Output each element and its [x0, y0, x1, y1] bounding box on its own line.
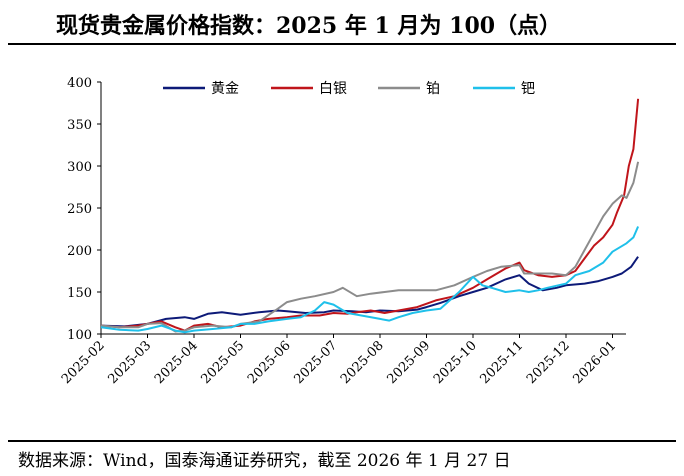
source-divider [8, 440, 676, 442]
price-index-chart: 1001502002503003504002025-022025-032025-… [59, 76, 640, 387]
x-tick-label: 2025-03 [106, 338, 155, 387]
legend-label-3: 钯 [521, 81, 535, 97]
x-tick-label: 2025-08 [338, 338, 387, 387]
series-line-0 [100, 256, 639, 328]
series-line-1 [100, 98, 640, 332]
x-tick-label: 2025-04 [152, 338, 201, 387]
legend-label-0: 黄金 [211, 80, 239, 97]
x-tick-label: 2025-02 [59, 338, 108, 387]
x-tick-label: 2025-09 [385, 338, 434, 387]
legend: 黄金 白银 铂 钯 [163, 80, 535, 97]
x-tick-label: 2025-07 [292, 338, 341, 387]
y-tick-label: 300 [67, 160, 92, 175]
source-note: 数据来源：Wind，国泰海通证券研究，截至 2026 年 1 月 27 日 [18, 451, 511, 471]
x-tick-label: 2025-06 [245, 338, 294, 387]
y-tick-label: 100 [67, 328, 92, 343]
legend-label-1: 白银 [319, 81, 347, 97]
x-tick-label: 2026-01 [571, 338, 620, 387]
y-tick-label: 250 [67, 202, 92, 217]
chart-title: 现货贵金属价格指数：2025 年 1 月为 100（点） [56, 13, 562, 39]
x-tick-label: 2025-12 [524, 338, 573, 387]
y-tick-label: 400 [67, 76, 92, 91]
series-line-3 [100, 226, 640, 334]
axes: 1001502002503003504002025-022025-032025-… [59, 76, 626, 387]
x-tick-label: 2025-11 [478, 338, 527, 387]
x-tick-label: 2025-10 [431, 338, 480, 387]
series-lines [100, 98, 640, 334]
series-line-2 [100, 161, 640, 333]
legend-label-2: 铂 [426, 81, 440, 97]
x-tick-label: 2025-05 [199, 338, 248, 387]
y-tick-label: 200 [67, 244, 92, 259]
y-tick-label: 350 [67, 118, 92, 133]
title-divider [8, 43, 676, 45]
y-tick-label: 150 [67, 286, 92, 301]
